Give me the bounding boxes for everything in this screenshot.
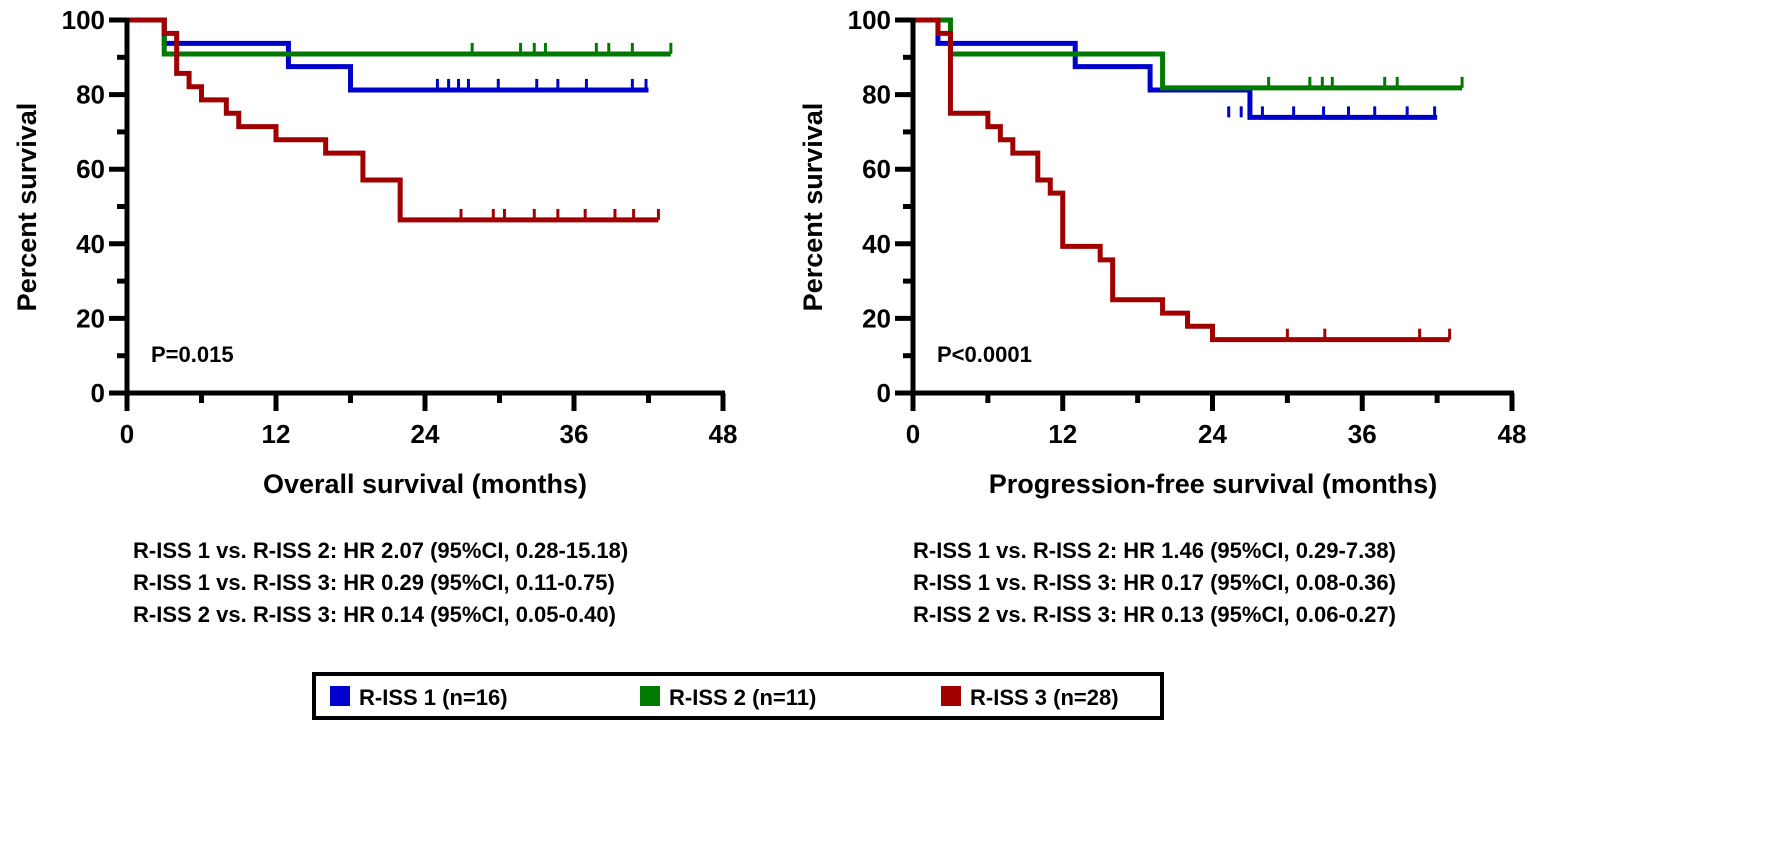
survival-curve-r-iss-2 (913, 17, 1463, 91)
hr-line-3: R-ISS 2 vs. R-ISS 3: HR 0.14 (95%CI, 0.0… (133, 602, 616, 627)
legend: R-ISS 1 (n=16) R-ISS 2 (n=11) R-ISS 3 (n… (312, 672, 1164, 720)
hr-line-1: R-ISS 1 vs. R-ISS 2: HR 2.07 (95%CI, 0.2… (133, 538, 628, 563)
y-axis-label: Percent survival (12, 103, 42, 312)
y-tick-label: 40 (76, 229, 105, 259)
survival-curve-r-iss-1 (913, 17, 1438, 120)
progression-free-survival-chart: Percent survival Progression-free surviv… (798, 5, 1526, 627)
y-tick-label: 80 (862, 80, 891, 110)
survival-curve-r-iss-3 (127, 17, 659, 223)
y-tick-label: 0 (877, 378, 891, 408)
x-tick-label: 24 (1198, 419, 1227, 449)
y-tick-label: 100 (62, 5, 105, 35)
y-tick-label: 80 (76, 80, 105, 110)
p-value-annotation: P=0.015 (151, 342, 234, 367)
hr-line-2: R-ISS 1 vs. R-ISS 3: HR 0.17 (95%CI, 0.0… (913, 570, 1396, 595)
legend-swatch-r-iss-1 (330, 686, 350, 706)
y-axis-label: Percent survival (798, 103, 828, 312)
legend-swatch-r-iss-2 (640, 686, 660, 706)
overall-survival-chart: Percent survival Overall survival (month… (12, 5, 737, 627)
x-tick-label: 48 (1498, 419, 1527, 449)
survival-curve-r-iss-2 (127, 17, 671, 57)
x-axis-label: Progression-free survival (months) (989, 469, 1438, 499)
x-tick-label: 12 (262, 419, 291, 449)
legend-label-r-iss-2: R-ISS 2 (n=11) (669, 685, 816, 710)
x-tick-label: 48 (709, 419, 738, 449)
y-tick-label: 40 (862, 229, 891, 259)
hr-line-2: R-ISS 1 vs. R-ISS 3: HR 0.29 (95%CI, 0.1… (133, 570, 615, 595)
p-value-annotation: P<0.0001 (937, 342, 1032, 367)
legend-box (312, 672, 1164, 720)
survival-curve-r-iss-3 (913, 17, 1450, 343)
x-tick-label: 36 (560, 419, 589, 449)
y-tick-label: 60 (862, 154, 891, 184)
y-tick-label: 60 (76, 154, 105, 184)
x-tick-label: 0 (120, 419, 134, 449)
hr-line-3: R-ISS 2 vs. R-ISS 3: HR 0.13 (95%CI, 0.0… (913, 602, 1396, 627)
legend-label-r-iss-1: R-ISS 1 (n=16) (359, 685, 508, 710)
hr-line-1: R-ISS 1 vs. R-ISS 2: HR 1.46 (95%CI, 0.2… (913, 538, 1396, 563)
y-tick-label: 0 (91, 378, 105, 408)
x-tick-label: 24 (411, 419, 440, 449)
legend-swatch-r-iss-3 (941, 686, 961, 706)
legend-label-r-iss-3: R-ISS 3 (n=28) (970, 685, 1119, 710)
x-tick-label: 12 (1048, 419, 1077, 449)
y-tick-label: 100 (848, 5, 891, 35)
x-tick-label: 36 (1348, 419, 1377, 449)
y-tick-label: 20 (76, 303, 105, 333)
x-tick-label: 0 (906, 419, 920, 449)
y-tick-label: 20 (862, 303, 891, 333)
x-axis-label: Overall survival (months) (263, 469, 587, 499)
